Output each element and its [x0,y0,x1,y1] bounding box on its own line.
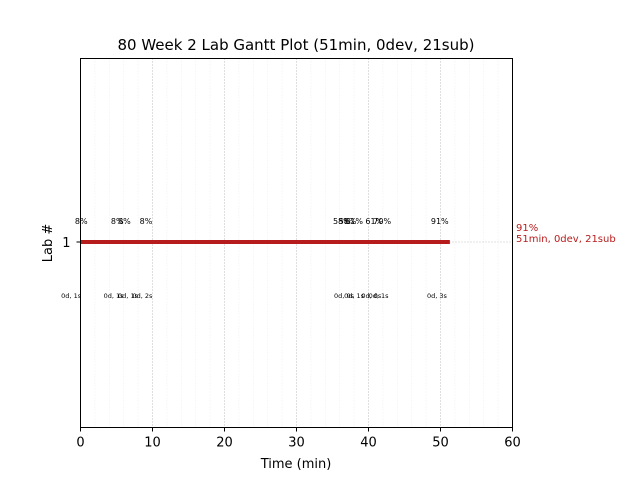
time-annotation: 0d, 1s [369,292,390,300]
percent-annotation: 70% [373,217,391,226]
x-tick-label: 20 [216,436,233,451]
time-annotation: 0d, 3s [427,292,448,300]
percent-annotation: 8% [75,217,88,226]
time-annotation: 0d, 1s [61,292,82,300]
time-annotation: 0d, 1s [104,292,125,300]
bars [80,240,450,244]
time-annotation: 0d, 1s [344,292,365,300]
annotations: 8% 8%8% 8% 58%58%61% 61%70% 91%0d, 1s 0d, 1s0d… [61,217,616,300]
x-tick-label: 0 [76,436,84,451]
time-annotation: 0d, 0s [361,292,382,300]
chart-title: 80 Week 2 Lab Gantt Plot (51min, 0dev, 2… [117,36,474,54]
lab-bar [80,240,450,244]
time-annotation: 0d, 2s [132,292,153,300]
y-axis-label: Lab # [41,224,56,263]
percent-annotation: 58% [339,217,357,226]
bar-end-label: 51min, 0dev, 21sub [516,234,616,245]
bar-end-label: 91% [516,223,538,234]
x-tick-label: 50 [432,436,449,451]
x-tick-label: 10 [144,436,161,451]
percent-annotation: 8% [111,217,124,226]
percent-annotation: 91% [431,217,449,226]
x-tick-label: 40 [360,436,377,451]
percent-annotation: 61% [345,217,363,226]
x-axis-label: Time (min) [260,457,332,472]
x-tick-label: 60 [504,436,521,451]
percent-annotation: 61% [365,217,383,226]
time-annotation: 0d, 1s [118,292,139,300]
y-tick-label: 1 [62,236,70,251]
x-tick-label: 30 [288,436,305,451]
percent-annotation: 8% [140,217,153,226]
time-annotation: 0d, 0s [334,292,355,300]
percent-annotation: 8% [118,217,131,226]
x-axis-ticks: 0 10 20 30 40 50 60 [76,427,521,451]
y-axis-ticks: 1 [62,236,81,251]
percent-annotation: 58% [333,217,351,226]
